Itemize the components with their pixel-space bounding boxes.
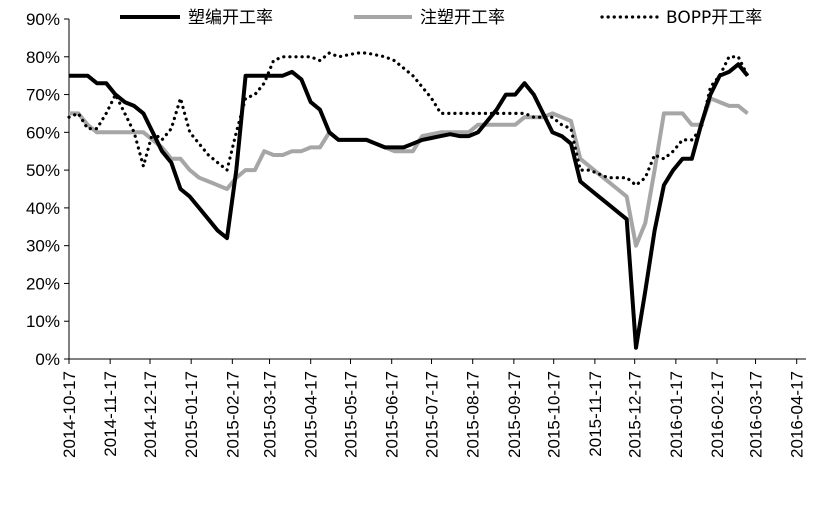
legend-item-series-2: 注塑开工率 [354,8,505,28]
legend-label-series-3: BOPP开工率 [666,8,762,28]
x-axis: 2014-10-17 2014-11-17 2014-12-17 2015-01-17… [60,358,807,458]
x-tick-label: 2015-04-17 [302,371,321,458]
legend-label-series-2: 注塑开工率 [420,8,505,28]
x-tick-label: 2016-01-17 [667,371,686,458]
x-tick-label: 2015-10-17 [545,371,564,458]
x-tick-label: 2015-09-17 [505,371,524,458]
legend-label-series-1: 塑编开工率 [188,8,273,28]
series-line-1 [69,62,750,350]
series-line-2 [69,96,749,248]
x-tick-label: 2016-04-17 [788,371,807,458]
y-tick-label: 0% [35,350,60,369]
y-tick-label: 90% [26,10,60,29]
x-tick-label: 2015-02-17 [223,371,242,458]
legend-item-series-1: 塑编开工率 [120,8,273,28]
y-axis: 0% 10% 20% 30% 40% 50% 60% 70% 80% 90% [26,10,70,369]
x-tick-label: 2015-06-17 [383,371,402,458]
x-tick-label: 2014-11-17 [101,371,120,457]
y-tick-label: 30% [26,237,60,256]
x-tick-label: 2014-12-17 [141,371,160,458]
y-tick-label: 60% [26,123,60,142]
x-tick-label: 2016-03-17 [747,371,766,458]
y-tick-label: 10% [26,312,60,331]
x-tick-label: 2015-07-17 [423,371,442,458]
legend-item-series-3: BOPP开工率 [600,8,762,28]
x-tick-label: 2015-05-17 [342,371,361,458]
y-tick-label: 20% [26,274,60,293]
y-tick-label: 50% [26,161,60,180]
y-tick-label: 40% [26,199,60,218]
legend: 塑编开工率 注塑开工率 BOPP开工率 [120,8,762,28]
series-layer [67,51,750,350]
x-tick-label: 2015-03-17 [261,371,280,458]
y-tick-label: 80% [26,48,60,67]
x-tick-label: 2015-11-17 [586,371,605,457]
x-tick-label: 2016-02-17 [708,371,727,458]
x-tick-label: 2015-12-17 [626,371,645,458]
x-tick-label: 2015-01-17 [182,371,201,458]
y-tick-label: 70% [26,86,60,105]
x-tick-label: 2014-10-17 [60,371,79,458]
x-tick-label: 2015-08-17 [464,371,483,458]
series-line-3 [67,51,750,187]
